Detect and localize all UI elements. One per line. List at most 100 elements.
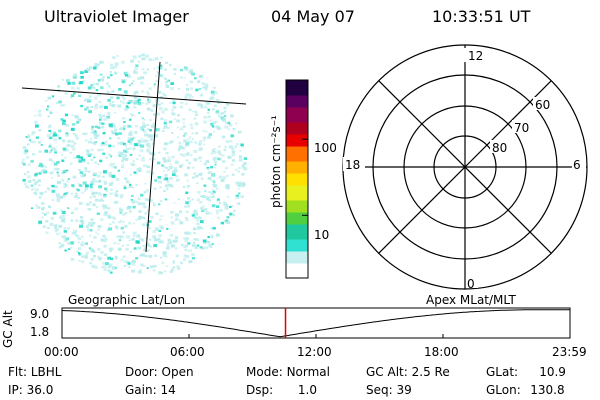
image-pixel: [84, 242, 87, 245]
image-pixel: [145, 189, 150, 192]
image-pixel: [141, 121, 145, 125]
image-pixel: [153, 244, 158, 248]
image-pixel: [35, 136, 39, 139]
image-pixel: [156, 71, 161, 75]
image-pixel: [141, 90, 145, 93]
image-pixel: [108, 153, 112, 156]
image-pixel: [142, 248, 146, 252]
image-pixel: [44, 149, 49, 153]
image-pixel: [167, 247, 170, 250]
image-pixel: [112, 56, 116, 59]
image-pixel: [153, 85, 156, 88]
image-pixel: [69, 96, 72, 99]
image-pixel: [43, 164, 46, 167]
mlt-label-6: 6: [573, 158, 581, 172]
image-pixel: [35, 193, 38, 196]
image-pixel: [122, 157, 126, 161]
image-pixel: [76, 87, 80, 90]
image-pixel: [170, 87, 175, 91]
image-pixel: [135, 184, 138, 186]
image-pixel: [181, 153, 186, 157]
colorbar-segment: [286, 236, 308, 240]
colorbar: [285, 79, 309, 279]
image-pixel: [38, 141, 42, 144]
image-pixel: [173, 202, 176, 204]
image-pixel: [228, 145, 233, 149]
altitude-curve: [61, 309, 570, 338]
image-pixel: [54, 151, 57, 154]
image-pixel: [128, 147, 132, 150]
image-pixel: [32, 179, 35, 182]
image-pixel: [131, 186, 135, 189]
image-pixel: [124, 212, 128, 214]
image-pixel: [100, 198, 103, 201]
image-pixel: [128, 266, 131, 269]
image-pixel: [135, 257, 139, 260]
image-pixel: [177, 267, 181, 270]
image-pixel: [88, 110, 92, 114]
image-pixel: [186, 184, 190, 188]
image-pixel: [149, 119, 152, 121]
image-pixel: [78, 253, 81, 256]
image-pixel: [116, 190, 119, 192]
polar-diagonal: [378, 80, 552, 254]
image-pixel: [154, 57, 159, 61]
image-pixel: [164, 177, 169, 181]
image-pixel: [78, 82, 81, 85]
image-pixel: [167, 79, 170, 82]
colorbar-segment: [286, 98, 308, 102]
image-pixel: [117, 242, 120, 245]
image-pixel: [86, 107, 90, 111]
image-pixel: [152, 122, 155, 125]
image-pixel: [122, 101, 125, 104]
image-pixel: [141, 139, 146, 143]
colorbar-segment: [286, 173, 308, 177]
image-pixel: [53, 138, 57, 142]
image-pixel: [182, 186, 186, 188]
image-pixel: [146, 124, 149, 126]
image-pixel: [144, 139, 148, 142]
image-pixel: [41, 216, 44, 219]
image-pixel: [220, 178, 225, 182]
image-pixel: [173, 118, 176, 120]
image-pixel: [90, 224, 94, 227]
image-pixel: [241, 182, 245, 185]
image-pixel: [215, 120, 218, 123]
image-pixel: [131, 194, 134, 197]
image-pixel: [148, 220, 152, 223]
image-pixel: [91, 264, 96, 268]
image-pixel: [97, 126, 101, 129]
image-pixel: [121, 244, 124, 247]
info-glat: GLat: 10.9: [486, 365, 566, 379]
image-pixel: [218, 175, 223, 179]
image-pixel: [62, 194, 66, 198]
image-pixel: [152, 59, 155, 61]
image-pixel: [171, 185, 174, 188]
image-pixel: [49, 132, 53, 135]
image-pixel: [125, 150, 129, 154]
image-pixel: [167, 239, 172, 242]
image-pixel: [216, 212, 219, 215]
image-pixel: [113, 217, 116, 220]
image-pixel: [210, 227, 213, 230]
image-pixel: [160, 256, 163, 259]
image-pixel: [99, 121, 103, 125]
image-pixel: [189, 154, 193, 157]
image-pixel: [185, 153, 190, 157]
image-pixel: [179, 221, 184, 225]
image-pixel: [146, 209, 149, 212]
image-pixel: [101, 200, 105, 202]
image-pixel: [112, 162, 116, 165]
image-pixel: [25, 136, 28, 138]
image-pixel: [207, 171, 211, 174]
image-pixel: [190, 87, 194, 90]
image-pixel: [185, 210, 189, 214]
image-pixel: [235, 168, 238, 171]
image-pixel: [102, 234, 106, 238]
x-tick-1200: 12:00: [297, 345, 332, 359]
image-pixel: [229, 212, 233, 216]
image-pixel: [218, 157, 222, 161]
image-pixel: [71, 114, 74, 116]
image-pixel: [178, 146, 182, 149]
image-pixel: [44, 166, 48, 169]
